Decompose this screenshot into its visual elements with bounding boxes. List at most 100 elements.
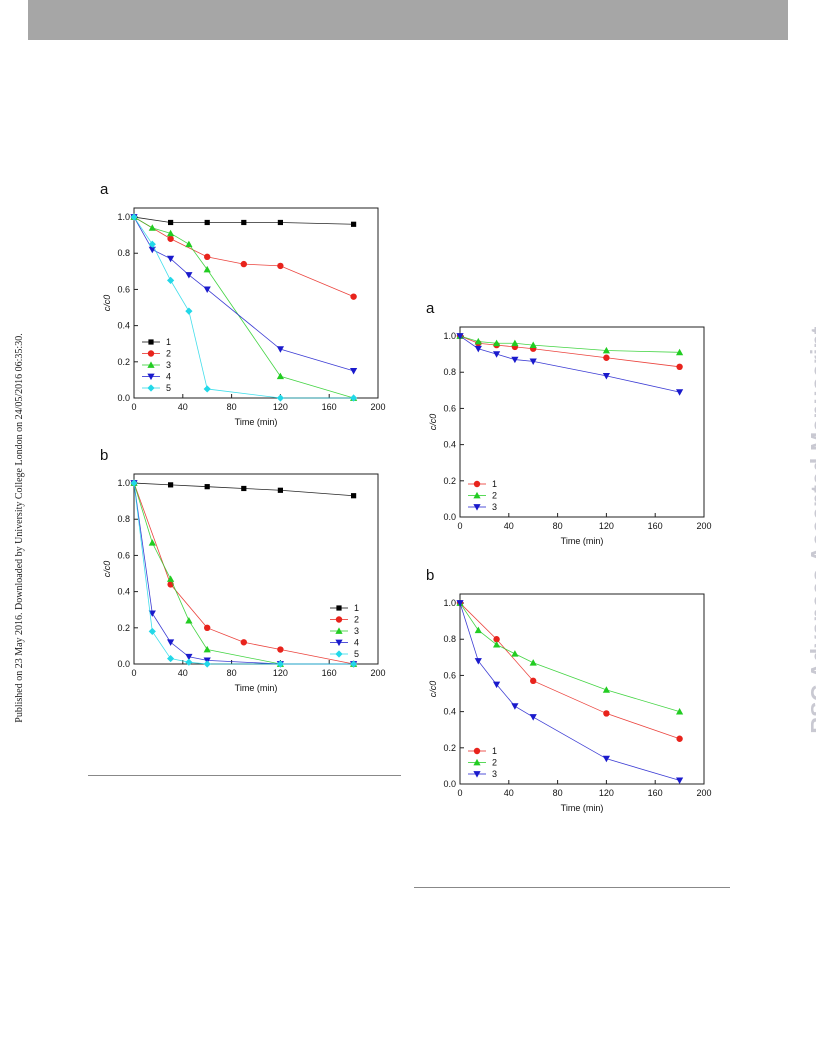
series-line	[133, 216, 354, 298]
series-1	[456, 599, 683, 742]
figure-left-b: b 0 40 80 120 160 200 0.0 0.2 0.4 0.6 0.8 1.0 Time (m…	[96, 444, 386, 702]
legend-label: 2	[166, 349, 171, 359]
data-point	[185, 272, 193, 279]
x-tick-label: 0	[457, 788, 462, 798]
y-tick-label: 0.0	[443, 779, 456, 789]
data-point	[241, 219, 247, 226]
data-point	[676, 777, 684, 784]
panel-label: a	[100, 181, 109, 198]
legend-label: 3	[492, 502, 497, 512]
y-tick-label: 0.4	[443, 707, 456, 717]
x-axis-label: Time (min)	[235, 417, 278, 427]
series-4	[130, 214, 358, 375]
data-point	[350, 367, 358, 375]
data-point	[185, 240, 193, 248]
legend-entry: 5	[330, 649, 359, 659]
data-point	[148, 627, 156, 636]
series-3	[456, 333, 684, 396]
legend-label: 2	[354, 615, 359, 625]
data-point	[529, 714, 537, 721]
y-tick-label: 0.2	[443, 476, 456, 486]
legend-label: 1	[492, 746, 497, 756]
data-point	[276, 346, 284, 353]
data-point	[603, 710, 610, 717]
x-tick-label: 80	[553, 521, 563, 531]
y-tick-label: 0.8	[117, 248, 130, 258]
y-axis-label: c/c0	[102, 295, 112, 312]
plot-frame	[459, 326, 705, 518]
legend-entry: 1	[468, 746, 497, 756]
data-point	[474, 626, 482, 634]
y-tick-label: 0.6	[443, 670, 456, 680]
y-tick-label: 0.6	[443, 403, 456, 413]
legend-label: 1	[166, 337, 171, 347]
x-axis-label: Time (min)	[561, 536, 604, 546]
plot-frame	[459, 593, 705, 785]
legend-marker	[147, 361, 155, 368]
y-tick-label: 1.0	[443, 598, 456, 608]
legend-entry: 1	[330, 603, 359, 613]
chart-left-a: a 0 40 80 120 160 200 0.0 0.2 0.4 0.6 0.8 1.0 Time (m…	[100, 181, 386, 427]
data-point	[276, 372, 284, 380]
panel-label: b	[426, 567, 434, 584]
data-point	[167, 575, 175, 582]
series-5	[130, 213, 358, 402]
y-tick-label: 0.6	[117, 550, 130, 560]
legend-label: 2	[492, 491, 497, 501]
data-point	[167, 229, 175, 237]
data-point	[676, 348, 684, 356]
data-point	[676, 363, 683, 371]
legend-marker	[473, 504, 481, 511]
download-notice: Published on 23 May 2016. Downloaded by …	[14, 333, 25, 723]
plot-frame	[133, 207, 379, 399]
legend-marker	[147, 384, 155, 392]
legend-label: 4	[166, 372, 171, 382]
y-tick-label: 0.4	[443, 440, 456, 450]
data-point	[474, 337, 482, 345]
series-3	[456, 600, 684, 784]
legend-entry: 4	[330, 638, 359, 648]
figure-left-a: a 0 40 80 120 160 200 0.0 0.2 0.4 0.6 0.8 1.0 Time (m…	[96, 178, 386, 436]
y-tick-label: 0.8	[443, 634, 456, 644]
data-point	[676, 389, 684, 396]
y-tick-label: 0.6	[117, 284, 130, 294]
x-tick-label: 120	[273, 402, 288, 412]
data-point	[204, 624, 211, 632]
legend-entry: 2	[468, 758, 497, 768]
data-point	[493, 636, 500, 643]
data-point	[351, 221, 357, 227]
x-tick-label: 200	[370, 402, 385, 412]
x-tick-label: 40	[178, 668, 188, 678]
data-point	[474, 345, 482, 353]
series-2	[456, 332, 684, 356]
legend-label: 3	[166, 360, 171, 370]
data-point	[240, 260, 247, 268]
data-point	[676, 708, 684, 715]
panel-label: a	[426, 300, 435, 317]
data-point	[130, 213, 138, 221]
x-tick-label: 200	[370, 668, 385, 678]
series-line	[133, 482, 354, 497]
right-column-rule	[414, 887, 730, 888]
legend-label: 1	[354, 603, 359, 613]
y-axis-label: c/c0	[428, 681, 438, 698]
series-line	[459, 602, 680, 740]
manuscript-watermark: RSC Advances Accepted Manuscript	[806, 326, 816, 734]
legend-marker	[148, 339, 154, 345]
legend-label: 5	[354, 649, 359, 659]
data-point	[350, 394, 358, 402]
y-axis-label: c/c0	[102, 561, 112, 578]
x-tick-label: 80	[227, 402, 237, 412]
x-axis-label: Time (min)	[235, 683, 278, 693]
x-tick-label: 80	[227, 668, 237, 678]
data-point	[456, 333, 464, 340]
series-1	[131, 480, 357, 499]
data-point	[602, 346, 610, 354]
data-point	[277, 219, 283, 226]
legend-marker	[335, 616, 343, 623]
legend-entry: 3	[330, 626, 359, 636]
legend-entry: 3	[468, 769, 497, 779]
data-point	[511, 650, 519, 657]
data-point	[203, 286, 211, 294]
data-point	[148, 610, 156, 617]
